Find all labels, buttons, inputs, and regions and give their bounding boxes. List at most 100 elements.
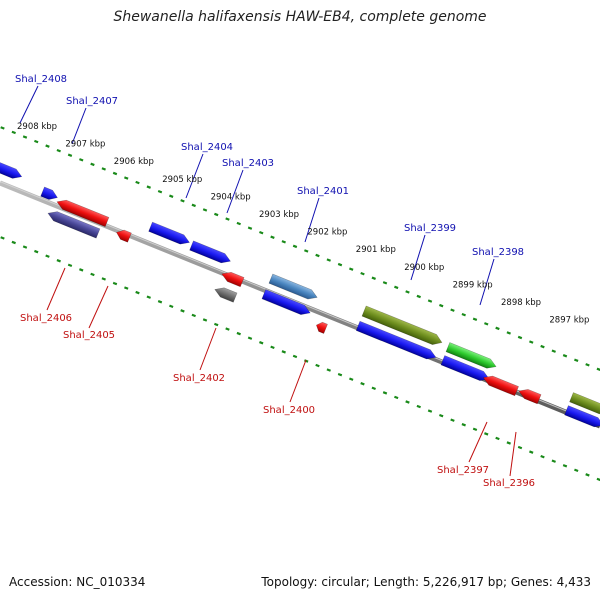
- gene-arrow: [316, 321, 328, 334]
- tick-minor: [551, 349, 556, 353]
- tick-minor: [11, 240, 16, 245]
- gene-arrow-body: [355, 320, 437, 360]
- tick-minor: [191, 313, 196, 318]
- callout-line-reverse: [46, 267, 66, 311]
- tick-minor: [191, 203, 196, 208]
- tick-minor: [67, 263, 73, 268]
- callout-line-forward: [479, 258, 495, 306]
- tick-minor: [146, 295, 151, 299]
- tick-minor: [315, 363, 320, 368]
- gene-arrow: [355, 320, 437, 360]
- tick-minor: [270, 235, 275, 239]
- callout-line-forward: [304, 197, 320, 243]
- accession-text: Accession: NC_010334: [9, 575, 146, 589]
- tick-minor: [529, 450, 534, 454]
- gene-arrow: [564, 405, 600, 428]
- tick-minor: [157, 189, 163, 194]
- tick-minor: [0, 236, 5, 240]
- gene-arrow-body: [116, 229, 132, 243]
- tick-minor: [495, 436, 500, 441]
- tick-minor: [79, 158, 84, 162]
- tick-minor: [34, 249, 39, 254]
- scale-label: 2903 kbp: [259, 210, 299, 220]
- gene-arrow-body: [482, 375, 519, 397]
- scale-label: 2904 kbp: [211, 192, 251, 202]
- callout-line-reverse: [88, 285, 109, 329]
- tick-minor: [45, 254, 50, 258]
- scale-label: 2906 kbp: [114, 157, 154, 167]
- tick-minor: [281, 350, 286, 354]
- tick-minor: [169, 194, 174, 198]
- tick-minor: [405, 290, 410, 294]
- gene-arrow-body: [569, 392, 600, 415]
- scale-label: 2899 kbp: [453, 280, 493, 290]
- gene-arrow-body: [0, 158, 23, 179]
- tick-minor: [326, 368, 331, 372]
- gene-arrow-body: [268, 273, 318, 300]
- tick-minor: [562, 354, 568, 358]
- gene-label-forward: Shal_2408: [15, 74, 67, 85]
- gene-arrow: [261, 289, 311, 315]
- callout-line-forward: [71, 107, 87, 145]
- gene-arrow: [569, 392, 600, 415]
- gene-arrow: [0, 158, 23, 179]
- tick-minor: [67, 153, 73, 157]
- tick-minor: [292, 244, 298, 249]
- tick-minor: [349, 267, 354, 271]
- tick-minor: [574, 468, 579, 473]
- gene-label-reverse: Shal_2396: [483, 478, 535, 489]
- callout-line-forward: [19, 85, 39, 124]
- gene-arrow: [47, 211, 101, 239]
- gene-arrow: [361, 305, 443, 345]
- scale-label: 2900 kbp: [404, 263, 444, 273]
- tick-minor: [214, 322, 219, 327]
- tick-minor: [180, 309, 185, 313]
- tick-minor: [247, 226, 253, 230]
- tick-minor: [169, 304, 174, 309]
- tick-minor: [247, 336, 253, 340]
- callout-line-reverse: [199, 327, 217, 371]
- gene-arrow-body: [214, 287, 238, 303]
- tick-minor: [540, 344, 545, 349]
- gene-arrow-body: [47, 211, 101, 239]
- tick-minor: [506, 331, 511, 335]
- gene-arrow: [440, 355, 490, 381]
- gene-arrow: [56, 199, 110, 227]
- scale-label: 2898 kbp: [501, 298, 541, 308]
- gene-arrow: [189, 240, 231, 264]
- gene-label-forward: Shal_2403: [222, 158, 274, 169]
- tick-minor: [461, 312, 466, 317]
- gene-arrow-body: [518, 389, 542, 405]
- tick-minor: [259, 341, 264, 345]
- callout-line-forward: [410, 234, 426, 281]
- tick-minor: [484, 432, 489, 436]
- gene-label-forward: Shal_2399: [404, 223, 456, 234]
- tick-minor: [56, 148, 61, 153]
- gene-label-forward: Shal_2404: [181, 142, 233, 153]
- tick-minor: [236, 331, 241, 336]
- tick-minor: [135, 290, 140, 295]
- tick-minor: [292, 354, 298, 359]
- tick-minor: [236, 221, 241, 226]
- tick-minor: [326, 258, 331, 262]
- scale-label: 2908 kbp: [17, 122, 57, 132]
- gene-arrow: [40, 186, 58, 200]
- tick-minor: [124, 286, 129, 290]
- tick-minor: [11, 130, 16, 135]
- tick-minor: [416, 294, 421, 299]
- scale-label: 2901 kbp: [356, 245, 396, 255]
- tick-minor: [450, 418, 455, 422]
- gene-arrow: [221, 272, 245, 288]
- tick-minor: [337, 262, 343, 267]
- scale-label: 2905 kbp: [162, 175, 202, 185]
- tick-minor: [416, 404, 421, 409]
- tick-minor: [562, 464, 568, 468]
- gene-arrow-body: [316, 321, 328, 334]
- tick-minor: [596, 477, 600, 482]
- gene-arrow-body: [440, 355, 490, 381]
- tick-minor: [551, 459, 556, 463]
- tick-minor: [304, 249, 309, 253]
- tick-minor: [112, 281, 118, 286]
- tick-minor: [90, 272, 95, 277]
- tick-minor: [574, 358, 579, 362]
